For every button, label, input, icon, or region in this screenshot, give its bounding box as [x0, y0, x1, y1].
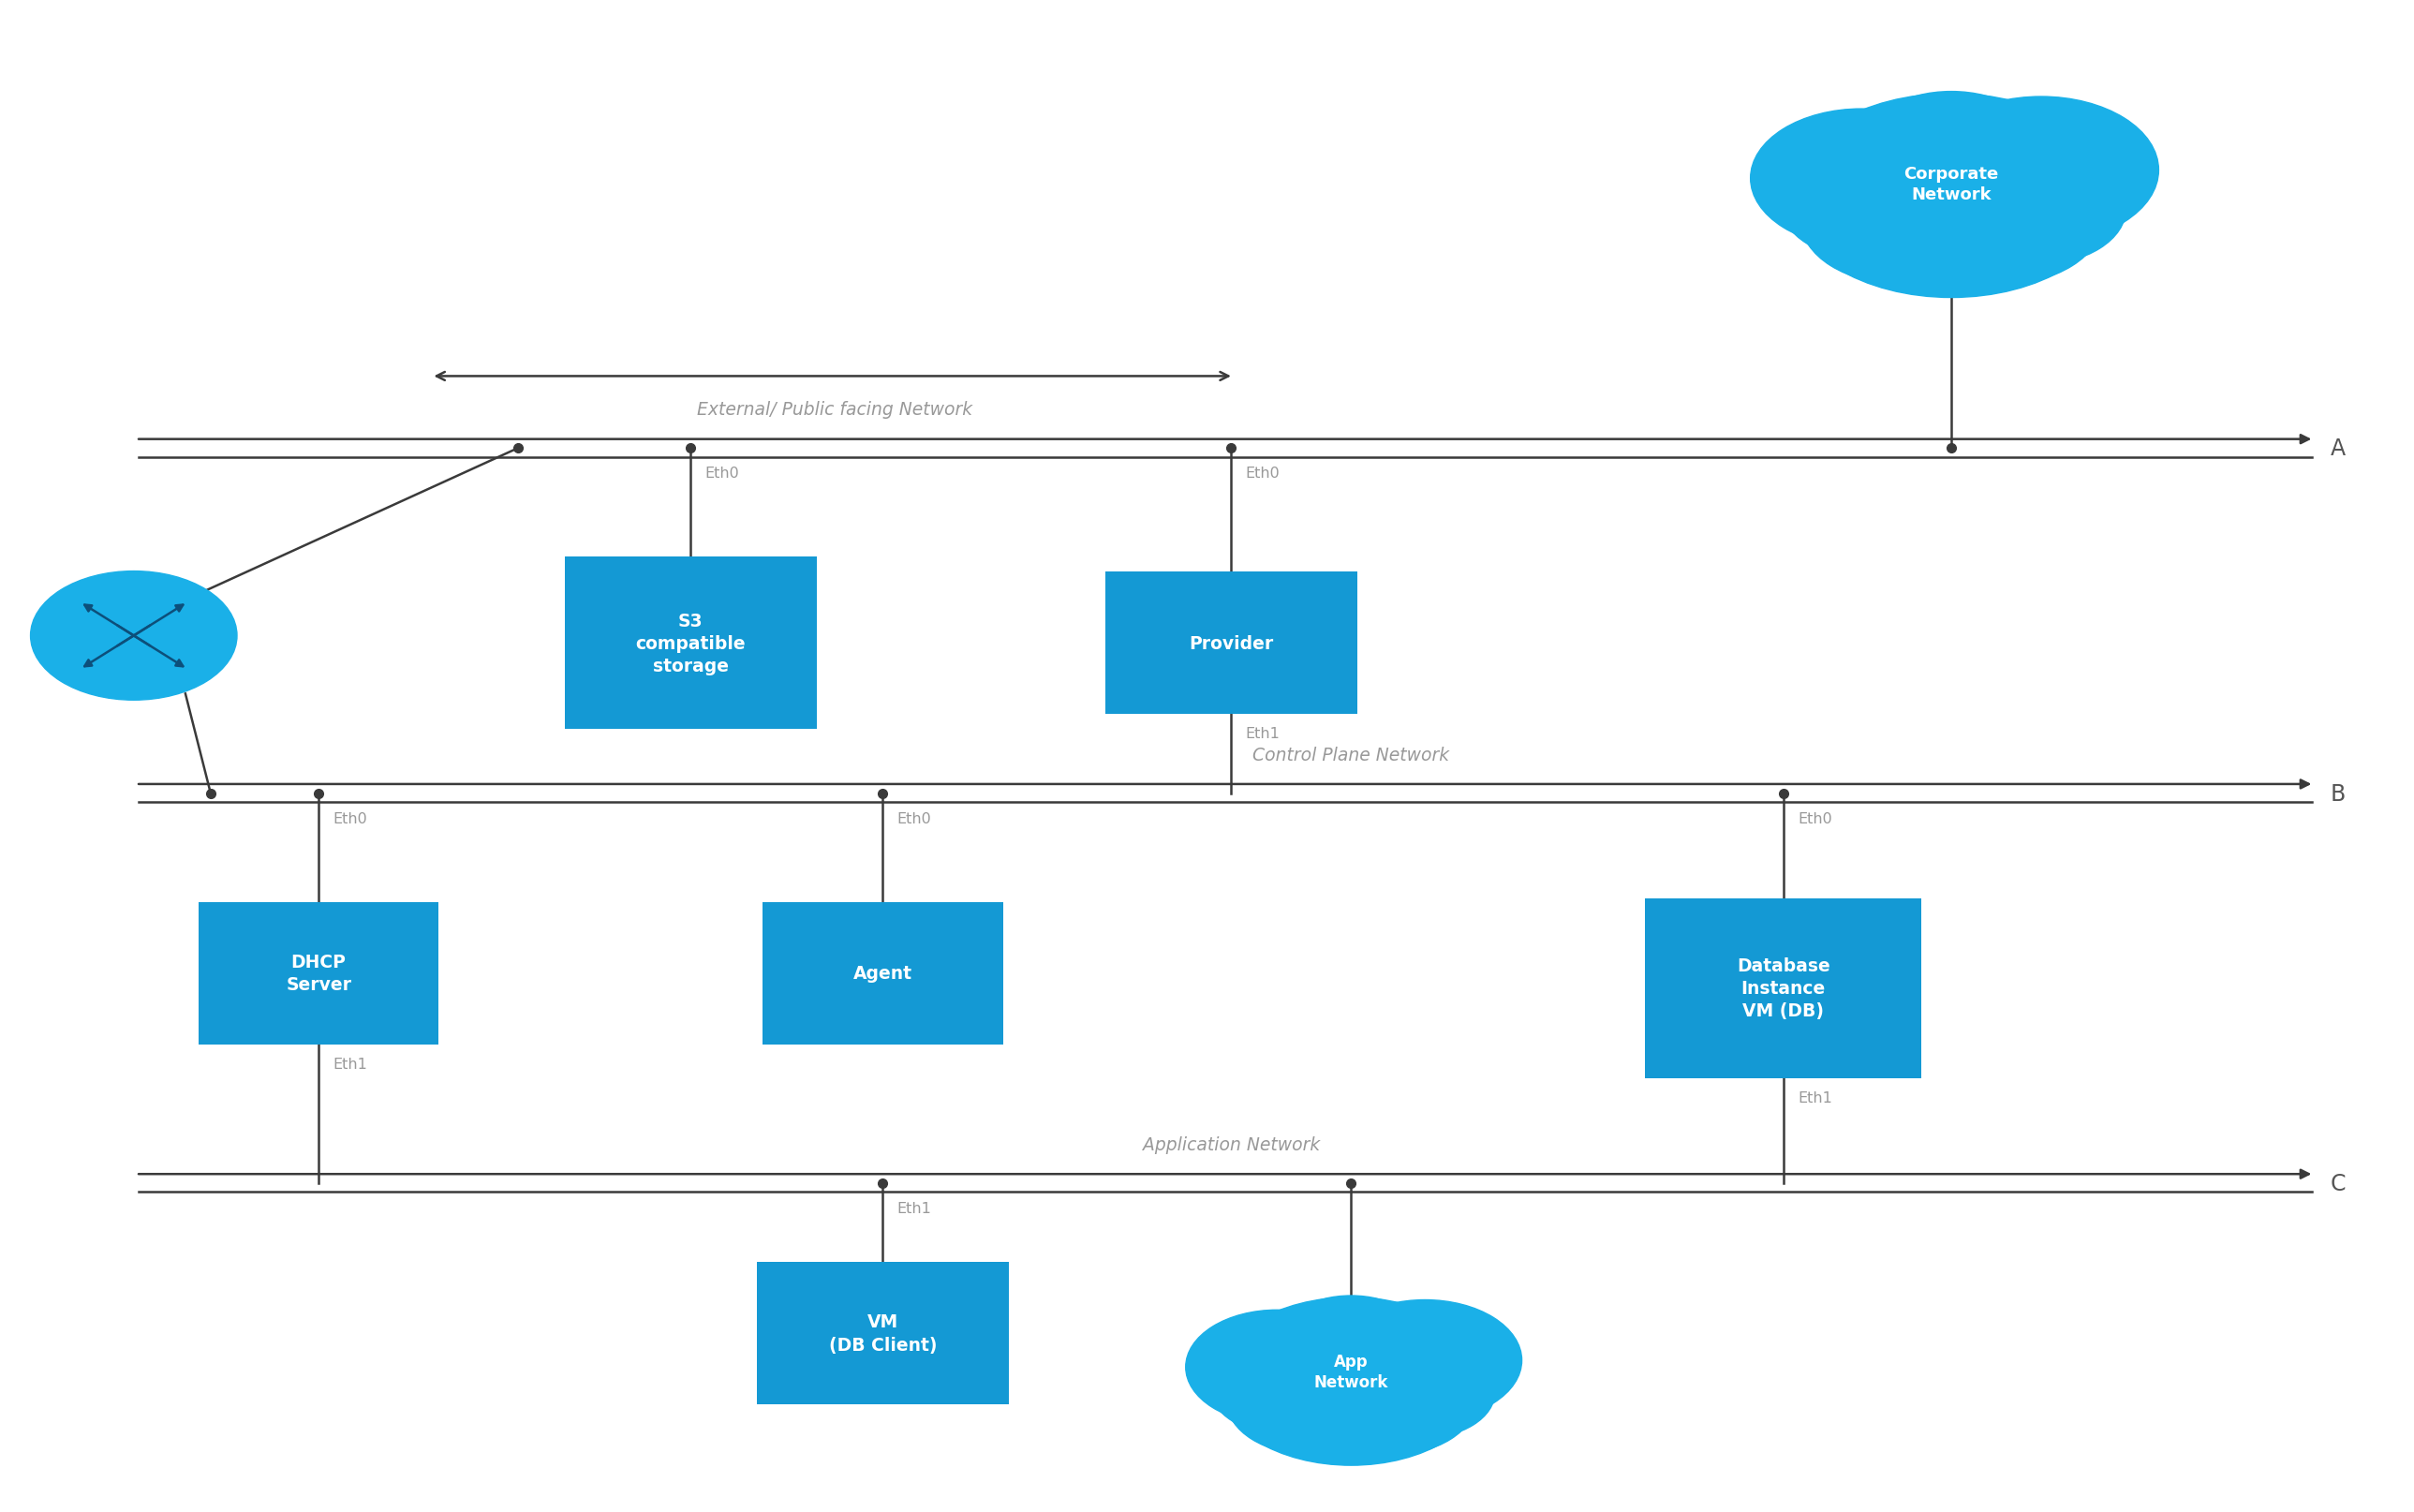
Circle shape — [1750, 110, 1972, 248]
Circle shape — [1185, 1309, 1369, 1424]
Text: Corporate
Network: Corporate Network — [1905, 166, 1999, 203]
Text: Agent: Agent — [855, 965, 912, 983]
FancyBboxPatch shape — [1106, 573, 1357, 715]
Text: Eth0: Eth0 — [1798, 812, 1832, 826]
Circle shape — [1890, 153, 2103, 286]
Circle shape — [1328, 1300, 1521, 1421]
Text: B: B — [2330, 782, 2346, 804]
Circle shape — [1782, 153, 1951, 260]
Text: Provider: Provider — [1188, 635, 1272, 653]
Text: A: A — [2330, 437, 2346, 460]
Circle shape — [1801, 159, 2004, 284]
Circle shape — [1217, 1297, 1485, 1465]
Circle shape — [1946, 153, 2127, 266]
Circle shape — [31, 572, 237, 700]
FancyBboxPatch shape — [198, 903, 439, 1045]
Circle shape — [1226, 1350, 1395, 1455]
Text: Eth0: Eth0 — [1246, 467, 1279, 481]
Text: S3
compatible
storage: S3 compatible storage — [635, 612, 746, 676]
Text: VM
(DB Client): VM (DB Client) — [828, 1312, 937, 1353]
FancyBboxPatch shape — [565, 558, 816, 730]
Text: Eth0: Eth0 — [898, 812, 932, 826]
Text: App
Network: App Network — [1313, 1353, 1388, 1391]
FancyBboxPatch shape — [763, 903, 1002, 1045]
Text: Eth1: Eth1 — [898, 1201, 932, 1216]
Circle shape — [1861, 92, 2042, 204]
Text: External/ Public facing Network: External/ Public facing Network — [698, 401, 973, 419]
Text: Eth1: Eth1 — [1246, 727, 1279, 741]
FancyBboxPatch shape — [1646, 898, 1922, 1078]
Text: Eth1: Eth1 — [1798, 1090, 1832, 1104]
Text: Eth0: Eth0 — [333, 812, 367, 826]
Circle shape — [1277, 1296, 1424, 1388]
Text: Control Plane Network: Control Plane Network — [1253, 745, 1448, 764]
Circle shape — [1301, 1346, 1475, 1455]
Circle shape — [1789, 94, 2115, 298]
Text: Eth1: Eth1 — [333, 1057, 367, 1070]
FancyBboxPatch shape — [758, 1263, 1009, 1405]
Circle shape — [1924, 97, 2158, 243]
Text: Database
Instance
VM (DB): Database Instance VM (DB) — [1736, 957, 1830, 1021]
Circle shape — [1212, 1346, 1352, 1433]
Text: C: C — [2330, 1172, 2346, 1194]
Text: DHCP
Server: DHCP Server — [285, 953, 352, 993]
Text: Application Network: Application Network — [1142, 1136, 1320, 1154]
Text: Eth0: Eth0 — [705, 467, 739, 481]
Circle shape — [1347, 1346, 1494, 1438]
